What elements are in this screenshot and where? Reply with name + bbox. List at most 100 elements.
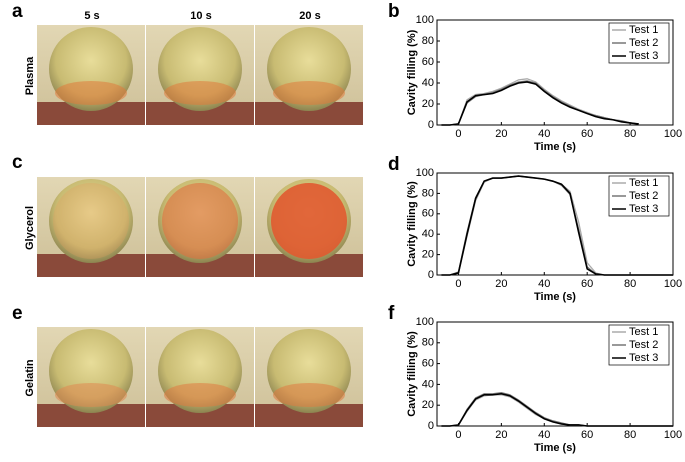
substrate: [255, 404, 363, 427]
x-tick-label: 40: [538, 128, 550, 140]
line: [441, 175, 673, 276]
panel-label: e: [12, 303, 23, 324]
y-tick-label: 0: [428, 420, 434, 432]
line: [441, 392, 673, 427]
dye: [53, 183, 129, 259]
dye: [271, 183, 347, 259]
substrate: [146, 254, 254, 277]
x-tick-label: 60: [581, 278, 593, 290]
legend-label: Test 2: [629, 37, 658, 49]
plot-frame: [436, 172, 674, 276]
plot-frame: [436, 321, 674, 427]
dye: [55, 81, 127, 105]
x-tick-label: 20: [495, 429, 507, 441]
substrate: [255, 254, 363, 277]
y-tick-label: 80: [422, 337, 434, 349]
y-tick-label: 40: [422, 77, 434, 89]
panel-label: f: [388, 303, 395, 324]
y-axis-label: Cavity filling (%): [406, 29, 418, 115]
line: [441, 78, 639, 126]
line: [441, 81, 639, 126]
photo: [255, 327, 363, 427]
legend-label: Test 1: [629, 177, 658, 189]
photo: [146, 327, 254, 427]
panel-label: d: [388, 154, 400, 175]
figure-labels: a c e 5 s 10 s 20 s Plasma Glycerol Gela…: [12, 1, 321, 397]
x-tick-label: 100: [664, 429, 682, 441]
legend-label: Test 2: [629, 190, 658, 202]
y-axis-label: Cavity filling (%): [406, 331, 418, 417]
chart: f 0 20 40 60 80 100 0 20 40 60 80 100 Time (s) Cavity …: [388, 303, 682, 454]
photo: [146, 25, 254, 125]
y-tick-label: 20: [422, 399, 434, 411]
dye: [55, 383, 127, 407]
x-tick-label: 40: [538, 429, 550, 441]
substrate: [146, 404, 254, 427]
dye: [273, 383, 345, 407]
x-tick-label: 100: [664, 278, 682, 290]
panel-label: c: [12, 152, 23, 173]
y-tick-label: 100: [416, 167, 434, 179]
line: [441, 392, 673, 427]
y-tick-label: 0: [428, 119, 434, 131]
x-tick-label: 60: [581, 128, 593, 140]
photos: [37, 25, 363, 427]
column-label: 10 s: [190, 10, 211, 22]
row-label: Plasma: [24, 56, 36, 95]
substrate: [37, 102, 145, 125]
column-label: 20 s: [299, 10, 320, 22]
x-tick-label: 0: [455, 278, 461, 290]
y-tick-label: 60: [422, 56, 434, 68]
x-tick-label: 100: [664, 128, 682, 140]
photo: [146, 177, 254, 277]
y-tick-label: 80: [422, 187, 434, 199]
legend-label: Test 3: [629, 50, 658, 62]
chart: d 0 20 40 60 80 100 0 20 40 60 80 100 Time (s) Cavity …: [388, 154, 682, 303]
y-tick-label: 100: [416, 316, 434, 328]
photo: [37, 177, 145, 277]
photo: [37, 327, 145, 427]
y-tick-label: 80: [422, 35, 434, 47]
y-tick-label: 40: [422, 228, 434, 240]
x-tick-label: 60: [581, 429, 593, 441]
x-axis-label: Time (s): [534, 141, 576, 153]
panel-label: a: [12, 1, 23, 22]
y-tick-label: 20: [422, 249, 434, 261]
dye: [164, 383, 236, 407]
x-tick-label: 40: [538, 278, 550, 290]
chart: b 0 20 40 60 80 100 0 20 40 60 80 100 Time (s) Cavity …: [388, 1, 682, 153]
substrate: [37, 404, 145, 427]
y-tick-label: 40: [422, 378, 434, 390]
substrate: [146, 102, 254, 125]
legend-label: Test 3: [629, 352, 658, 364]
y-tick-label: 60: [422, 358, 434, 370]
y-tick-label: 60: [422, 208, 434, 220]
dye: [164, 81, 236, 105]
y-tick-label: 20: [422, 98, 434, 110]
row-label: Gelatin: [24, 359, 36, 397]
legend-label: Test 2: [629, 339, 658, 351]
substrate: [255, 102, 363, 125]
substrate: [37, 254, 145, 277]
column-label: 5 s: [84, 10, 99, 22]
legend-label: Test 3: [629, 203, 658, 215]
x-axis-label: Time (s): [534, 442, 576, 454]
x-tick-label: 20: [495, 278, 507, 290]
x-tick-label: 0: [455, 429, 461, 441]
photo: [255, 177, 363, 277]
row-label: Glycerol: [24, 206, 36, 250]
x-tick-label: 80: [624, 128, 636, 140]
x-tick-label: 80: [624, 278, 636, 290]
y-tick-label: 100: [416, 14, 434, 26]
dye: [273, 81, 345, 105]
y-axis-label: Cavity filling (%): [406, 181, 418, 267]
dye: [162, 183, 238, 259]
plot-frame: [436, 19, 674, 126]
x-tick-label: 0: [455, 128, 461, 140]
x-tick-label: 80: [624, 429, 636, 441]
panel-label: b: [388, 1, 400, 22]
x-axis-label: Time (s): [534, 291, 576, 303]
photo: [255, 25, 363, 125]
droplet: [49, 179, 133, 263]
